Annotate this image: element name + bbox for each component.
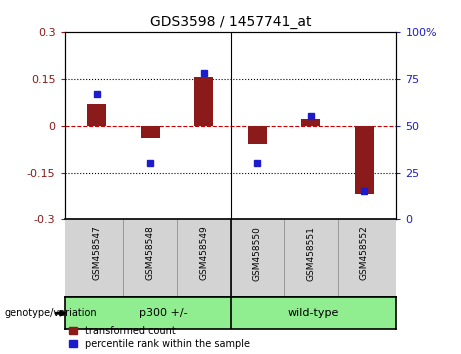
- Bar: [141, 126, 160, 138]
- Text: GSM458547: GSM458547: [92, 226, 101, 280]
- Text: GSM458549: GSM458549: [199, 226, 208, 280]
- Text: GSM458550: GSM458550: [253, 226, 262, 281]
- Text: p300 +/-: p300 +/-: [139, 308, 188, 318]
- Bar: [248, 126, 266, 144]
- Title: GDS3598 / 1457741_at: GDS3598 / 1457741_at: [150, 16, 311, 29]
- Text: wild-type: wild-type: [288, 308, 339, 318]
- Legend: transformed count, percentile rank within the sample: transformed count, percentile rank withi…: [70, 326, 250, 349]
- Text: GSM458551: GSM458551: [306, 226, 315, 281]
- Bar: [195, 77, 213, 126]
- Text: GSM458552: GSM458552: [360, 226, 369, 280]
- Bar: [301, 119, 320, 126]
- Bar: [355, 126, 374, 194]
- Text: genotype/variation: genotype/variation: [5, 308, 97, 318]
- Bar: [87, 104, 106, 126]
- Text: GSM458548: GSM458548: [146, 226, 155, 280]
